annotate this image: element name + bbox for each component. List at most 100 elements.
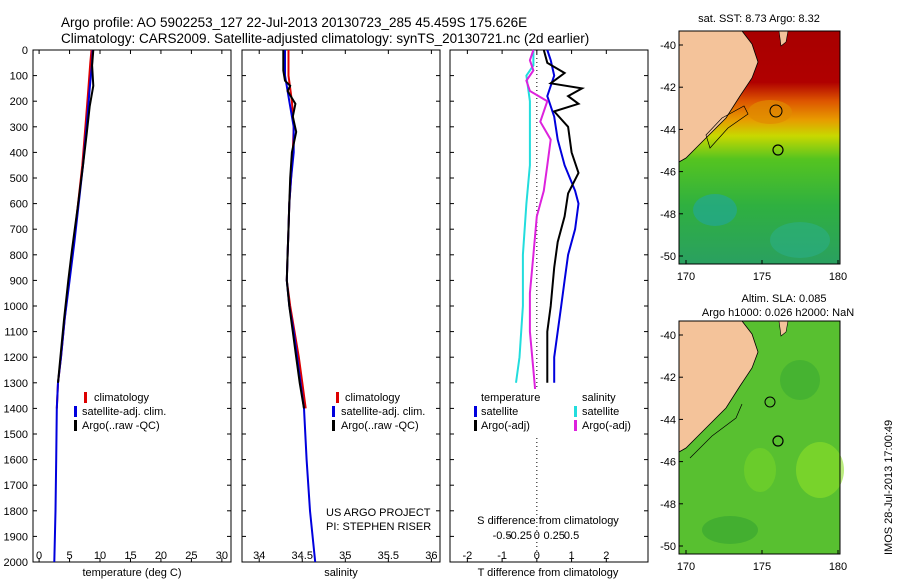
legend-label-climatology: climatology [94,392,150,404]
map-x-tick-label: 170 [677,561,695,573]
map-y-tick-label: -40 [660,330,676,342]
map-bottom: -40 -42 -44 -46 -48 -50 170 175 180 [660,320,847,573]
x-tick-label: 34 [253,550,265,562]
top-tick-label: -0.25 [507,530,532,542]
series-line-salinity-argo-adj [525,49,552,409]
temperature-legend: climatology satellite-adj. clim. Argo(..… [74,392,166,432]
legend-temp-header: temperature [481,392,540,404]
depth-tick-label: 1700 [4,480,28,492]
temperature-series [53,49,95,563]
top-tick-label: 0.25 [543,530,564,542]
legend-label-sal-argo: Argo(-adj) [582,420,631,432]
x-tick-label: 5 [66,550,72,562]
legend-background [455,389,643,437]
series-line-argo-raw-qc [57,49,95,383]
x-tick-label: 0 [36,550,42,562]
contour-line [705,105,749,149]
map-y-tick-label: -42 [660,372,676,384]
legend-swatch-temp-satellite [474,406,477,417]
top-tick-label: 0 [534,530,540,542]
map-x-tick-label: 180 [829,561,847,573]
x-tick-label: 2 [603,550,609,562]
map-y-tick-label: -44 [660,124,676,136]
temperature-xlabel: temperature (deg C) [82,567,181,579]
legend-swatch-climatology [336,392,339,403]
x-tick-label: 34.5 [292,550,313,562]
sla-patch [702,516,758,544]
map-x-tick-label: 175 [753,561,771,573]
legend-label-temp-satellite: satellite [481,406,518,418]
salinity-panel [241,49,441,563]
sla-patch [780,360,820,400]
difference-panel [449,49,649,563]
depth-tick-label: 900 [10,275,28,287]
title-line-1: Argo profile: AO 5902253_127 22-Jul-2013… [61,15,527,30]
temperature-x-ticks: 0 5 10 15 20 25 30 [36,50,228,562]
map-y-tick-label: -42 [660,82,676,94]
legend-label-satellite: satellite-adj. clim. [341,406,425,418]
map-top-y-ticks: -40 -42 -44 -46 -48 -50 [660,40,683,263]
depth-tick-label: 1900 [4,531,28,543]
x-tick-label: -2 [462,550,472,562]
series-line-temperature-argo-adj [542,49,586,383]
series-line-argo-raw-qc [282,50,305,409]
x-tick-label: 35.5 [378,550,399,562]
depth-tick-label: 100 [10,71,28,83]
difference-xlabel: T difference from climatology [478,567,619,579]
map-x-tick-label: 175 [753,271,771,283]
depth-tick-label: 500 [10,173,28,185]
depth-axis: 0100200300400500600700800900100011001200… [4,45,648,569]
difference-top-ticks: -0.5-0.25 0 0.25 0.5 [493,530,580,542]
map-y-tick-label: -48 [660,499,676,511]
x-tick-label: 15 [124,550,136,562]
map-x-tick-label: 180 [829,271,847,283]
depth-tick-label: 400 [10,147,28,159]
sla-patch [796,442,844,498]
map-y-tick-label: -50 [660,251,676,263]
x-tick-label: 36 [425,550,437,562]
map-bottom-title-line-2: Argo h1000: 0.026 h2000: NaN [702,307,854,319]
x-tick-label: -1 [497,550,507,562]
map-y-tick-label: -50 [660,541,676,553]
project-line-1: US ARGO PROJECT [326,507,431,519]
depth-tick-label: 0 [22,45,28,57]
map-y-tick-label: -46 [660,167,676,179]
land-south-island [678,30,759,163]
depth-tick-label: 1400 [4,403,28,415]
argo-float-marker [772,144,784,156]
contour-line [689,403,743,459]
map-y-tick-label: -48 [660,209,676,221]
legend-label-temp-argo: Argo(-adj) [481,420,530,432]
map-y-tick-label: -46 [660,457,676,469]
map-y-tick-label: -44 [660,414,676,426]
depth-tick-label: 800 [10,250,28,262]
legend-label-sal-satellite: satellite [582,406,619,418]
legend-swatch-climatology [84,392,87,403]
salinity-x-ticks: 34 34.5 35 35.5 36 [253,50,438,562]
legend-swatch-argo [74,420,77,431]
contour-ring [764,396,776,408]
depth-tick-label: 2000 [4,557,28,569]
depth-tick-label: 1500 [4,429,28,441]
legend-swatch-satellite [332,406,335,417]
map-bottom-title-line-1: Altim. SLA: 0.085 [742,293,827,305]
sst-patch [770,222,830,258]
side-stamp: IMOS 28-Jul-2013 17:00:49 [883,420,895,555]
x-tick-label: 1 [569,550,575,562]
difference-legend: temperature salinity satellite Argo(-adj… [455,389,643,437]
sla-patch [744,448,776,492]
legend-swatch-satellite [74,406,77,417]
depth-tick-label: 1800 [4,506,28,518]
salinity-xlabel: salinity [324,567,358,579]
depth-tick-label: 1200 [4,352,28,364]
salinity-legend: climatology satellite-adj. clim. Argo(..… [332,392,425,432]
map-top-frame [678,30,841,265]
depth-tick-label: 700 [10,224,28,236]
depth-tick-label: 1100 [4,327,28,339]
legend-label-satellite: satellite-adj. clim. [82,406,166,418]
title-line-2: Climatology: CARS2009. Satellite-adjuste… [61,31,589,46]
map-top: -40 -42 -44 -46 -48 -50 170 175 180 [660,30,847,283]
x-tick-label: 20 [155,550,167,562]
top-tick-label: -0.5 [493,530,512,542]
x-tick-label: 35 [339,550,351,562]
